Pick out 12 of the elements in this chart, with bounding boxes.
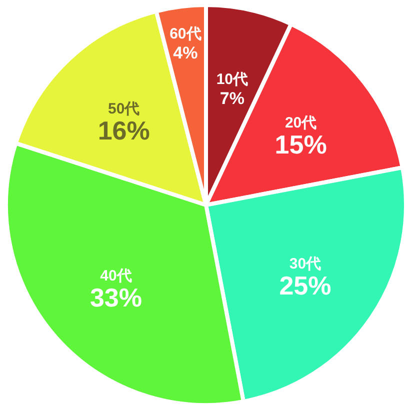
slice-label: 40代 (100, 267, 132, 284)
slice-label: 20代 (284, 114, 317, 132)
data-label: 4% (173, 43, 198, 62)
slice-label: 10代 (216, 70, 248, 88)
slice-label: 50代 (108, 100, 140, 118)
slice-label: 60代 (170, 25, 202, 42)
data-label: 25% (279, 270, 332, 300)
data-label: 16% (98, 116, 150, 146)
data-label: 33% (90, 282, 142, 312)
data-label: 15% (274, 129, 327, 160)
data-label: 7% (220, 88, 244, 108)
slice-label: 30代 (289, 255, 322, 272)
